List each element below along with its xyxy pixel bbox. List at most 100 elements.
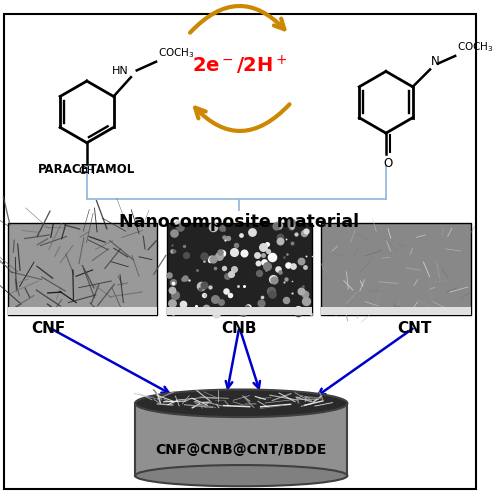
Point bbox=[308, 252, 316, 260]
Point bbox=[168, 300, 176, 308]
Point bbox=[166, 304, 173, 312]
Point bbox=[171, 291, 179, 299]
Point bbox=[263, 262, 271, 270]
Point bbox=[221, 236, 229, 244]
Text: N: N bbox=[431, 56, 440, 68]
Point bbox=[302, 296, 310, 304]
Point bbox=[211, 296, 219, 304]
Point bbox=[240, 282, 248, 290]
Point bbox=[272, 222, 280, 230]
Point bbox=[280, 252, 288, 260]
Point bbox=[220, 226, 228, 234]
Point bbox=[297, 257, 305, 265]
Point bbox=[200, 252, 208, 260]
Point bbox=[302, 252, 310, 260]
Text: COCH$_3$: COCH$_3$ bbox=[457, 40, 494, 54]
Point bbox=[282, 275, 290, 283]
Point bbox=[222, 287, 230, 295]
Point bbox=[282, 236, 290, 244]
Point bbox=[169, 278, 177, 286]
Point bbox=[275, 268, 283, 276]
Text: Nanocomposite material: Nanocomposite material bbox=[119, 213, 359, 231]
Point bbox=[200, 257, 208, 265]
Point bbox=[218, 224, 226, 232]
Point bbox=[200, 290, 208, 298]
Point bbox=[219, 306, 227, 314]
Point bbox=[284, 261, 292, 269]
Point bbox=[227, 290, 235, 298]
Point bbox=[185, 276, 193, 284]
Point bbox=[216, 248, 224, 256]
Point bbox=[302, 227, 310, 235]
Point bbox=[259, 252, 267, 260]
Text: CNB: CNB bbox=[222, 322, 257, 336]
Point bbox=[168, 286, 176, 294]
Point bbox=[258, 243, 266, 251]
Point bbox=[283, 250, 291, 258]
Bar bbox=[135, 404, 347, 475]
Point bbox=[234, 282, 242, 290]
Point bbox=[223, 272, 231, 280]
Point bbox=[301, 290, 309, 298]
Point bbox=[255, 269, 263, 277]
Point bbox=[232, 241, 240, 249]
Point bbox=[254, 258, 262, 266]
Point bbox=[196, 285, 204, 293]
Bar bbox=[321, 307, 471, 314]
Point bbox=[201, 292, 209, 300]
Point bbox=[268, 253, 276, 261]
Point bbox=[259, 258, 267, 266]
Point bbox=[258, 293, 266, 301]
Point bbox=[288, 290, 296, 298]
Bar bbox=[167, 223, 312, 314]
Text: 2e$^-$/2H$^+$: 2e$^-$/2H$^+$ bbox=[191, 54, 287, 77]
Point bbox=[298, 286, 306, 294]
Point bbox=[263, 240, 271, 248]
Text: CNF: CNF bbox=[31, 322, 66, 336]
Point bbox=[217, 298, 225, 306]
Point bbox=[211, 264, 219, 272]
Point bbox=[174, 220, 182, 228]
Point bbox=[292, 230, 300, 238]
Text: CNF@CNB@CNT/BDDE: CNF@CNB@CNT/BDDE bbox=[156, 444, 327, 458]
Text: CNT: CNT bbox=[398, 322, 432, 336]
Text: PARACETAMOL: PARACETAMOL bbox=[38, 163, 136, 176]
Point bbox=[230, 265, 238, 273]
Point bbox=[180, 242, 188, 250]
Point bbox=[206, 256, 214, 264]
Point bbox=[240, 309, 248, 317]
Point bbox=[288, 278, 296, 285]
Point bbox=[209, 222, 217, 230]
Point bbox=[202, 304, 210, 312]
Point bbox=[256, 298, 264, 306]
Text: O: O bbox=[383, 157, 393, 170]
Point bbox=[265, 253, 273, 261]
Point bbox=[287, 219, 295, 227]
Point bbox=[276, 237, 284, 245]
Point bbox=[178, 300, 186, 308]
Point bbox=[175, 223, 183, 231]
Point bbox=[200, 281, 208, 289]
Point bbox=[231, 246, 239, 254]
Point bbox=[239, 250, 247, 258]
Point bbox=[300, 229, 308, 237]
Point bbox=[276, 232, 284, 240]
Point bbox=[274, 266, 282, 274]
Point bbox=[287, 224, 295, 232]
Point bbox=[243, 304, 250, 312]
Bar bbox=[8, 307, 157, 314]
Point bbox=[236, 307, 244, 315]
Point bbox=[179, 275, 187, 283]
Point bbox=[181, 274, 189, 282]
Point bbox=[168, 247, 176, 255]
Text: OH: OH bbox=[79, 166, 95, 176]
Point bbox=[170, 230, 178, 237]
Point bbox=[224, 234, 232, 241]
Point bbox=[289, 262, 297, 270]
Point bbox=[170, 247, 178, 255]
Point bbox=[302, 263, 310, 271]
Point bbox=[193, 266, 201, 274]
Point bbox=[280, 278, 288, 286]
Point bbox=[261, 266, 269, 274]
Point bbox=[182, 252, 190, 260]
